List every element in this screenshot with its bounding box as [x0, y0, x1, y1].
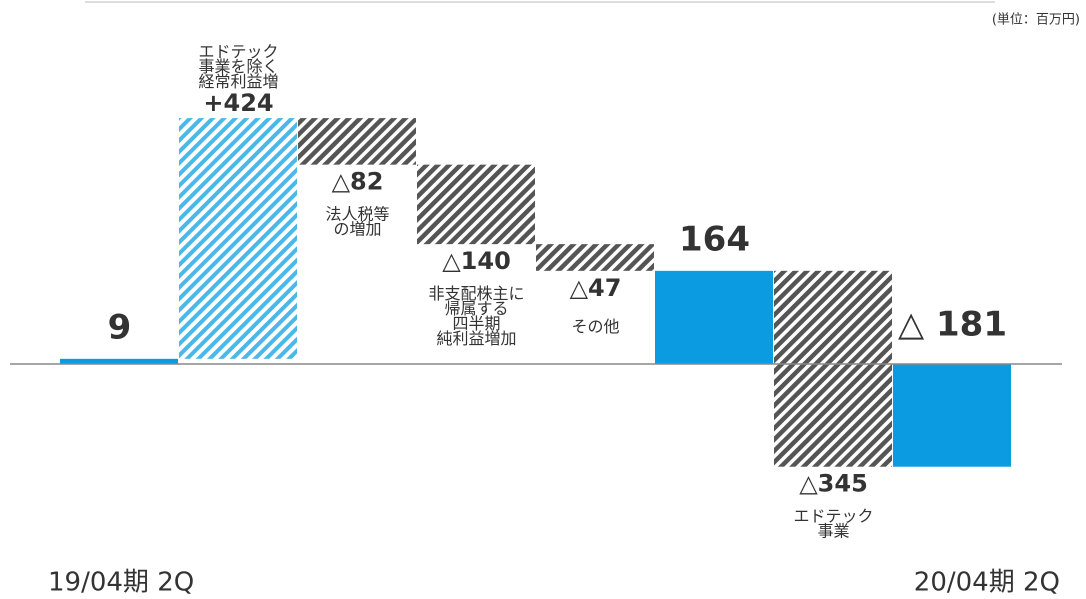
category-label: エドテック事業	[793, 506, 873, 540]
value-label: 164	[679, 219, 750, 259]
value-label: △140	[442, 247, 511, 275]
value-label: 9	[108, 307, 132, 347]
category-label: その他	[571, 316, 619, 335]
bar	[774, 270, 892, 467]
value-label: △47	[570, 274, 622, 302]
value-label: △ 181	[898, 304, 1007, 344]
bar	[298, 118, 416, 165]
bar	[179, 118, 297, 359]
value-label: △345	[799, 470, 868, 498]
category-label: 19/04期 2Q	[48, 568, 194, 598]
value-label: △82	[332, 168, 384, 196]
bar	[893, 363, 1011, 467]
unit-note: (単位：百万円)	[992, 12, 1080, 28]
bar	[655, 270, 773, 364]
bar	[60, 358, 178, 364]
value-label: +424	[203, 89, 273, 117]
bar	[417, 164, 535, 245]
bar	[536, 244, 654, 271]
category-label: エドテック事業を除く経常利益増	[198, 42, 278, 91]
category-label: 法人税等の増加	[325, 204, 389, 238]
category-label: 20/04期 2Q	[914, 568, 1060, 598]
category-label: 非支配株主に帰属する四半期純利益増加	[428, 284, 524, 348]
